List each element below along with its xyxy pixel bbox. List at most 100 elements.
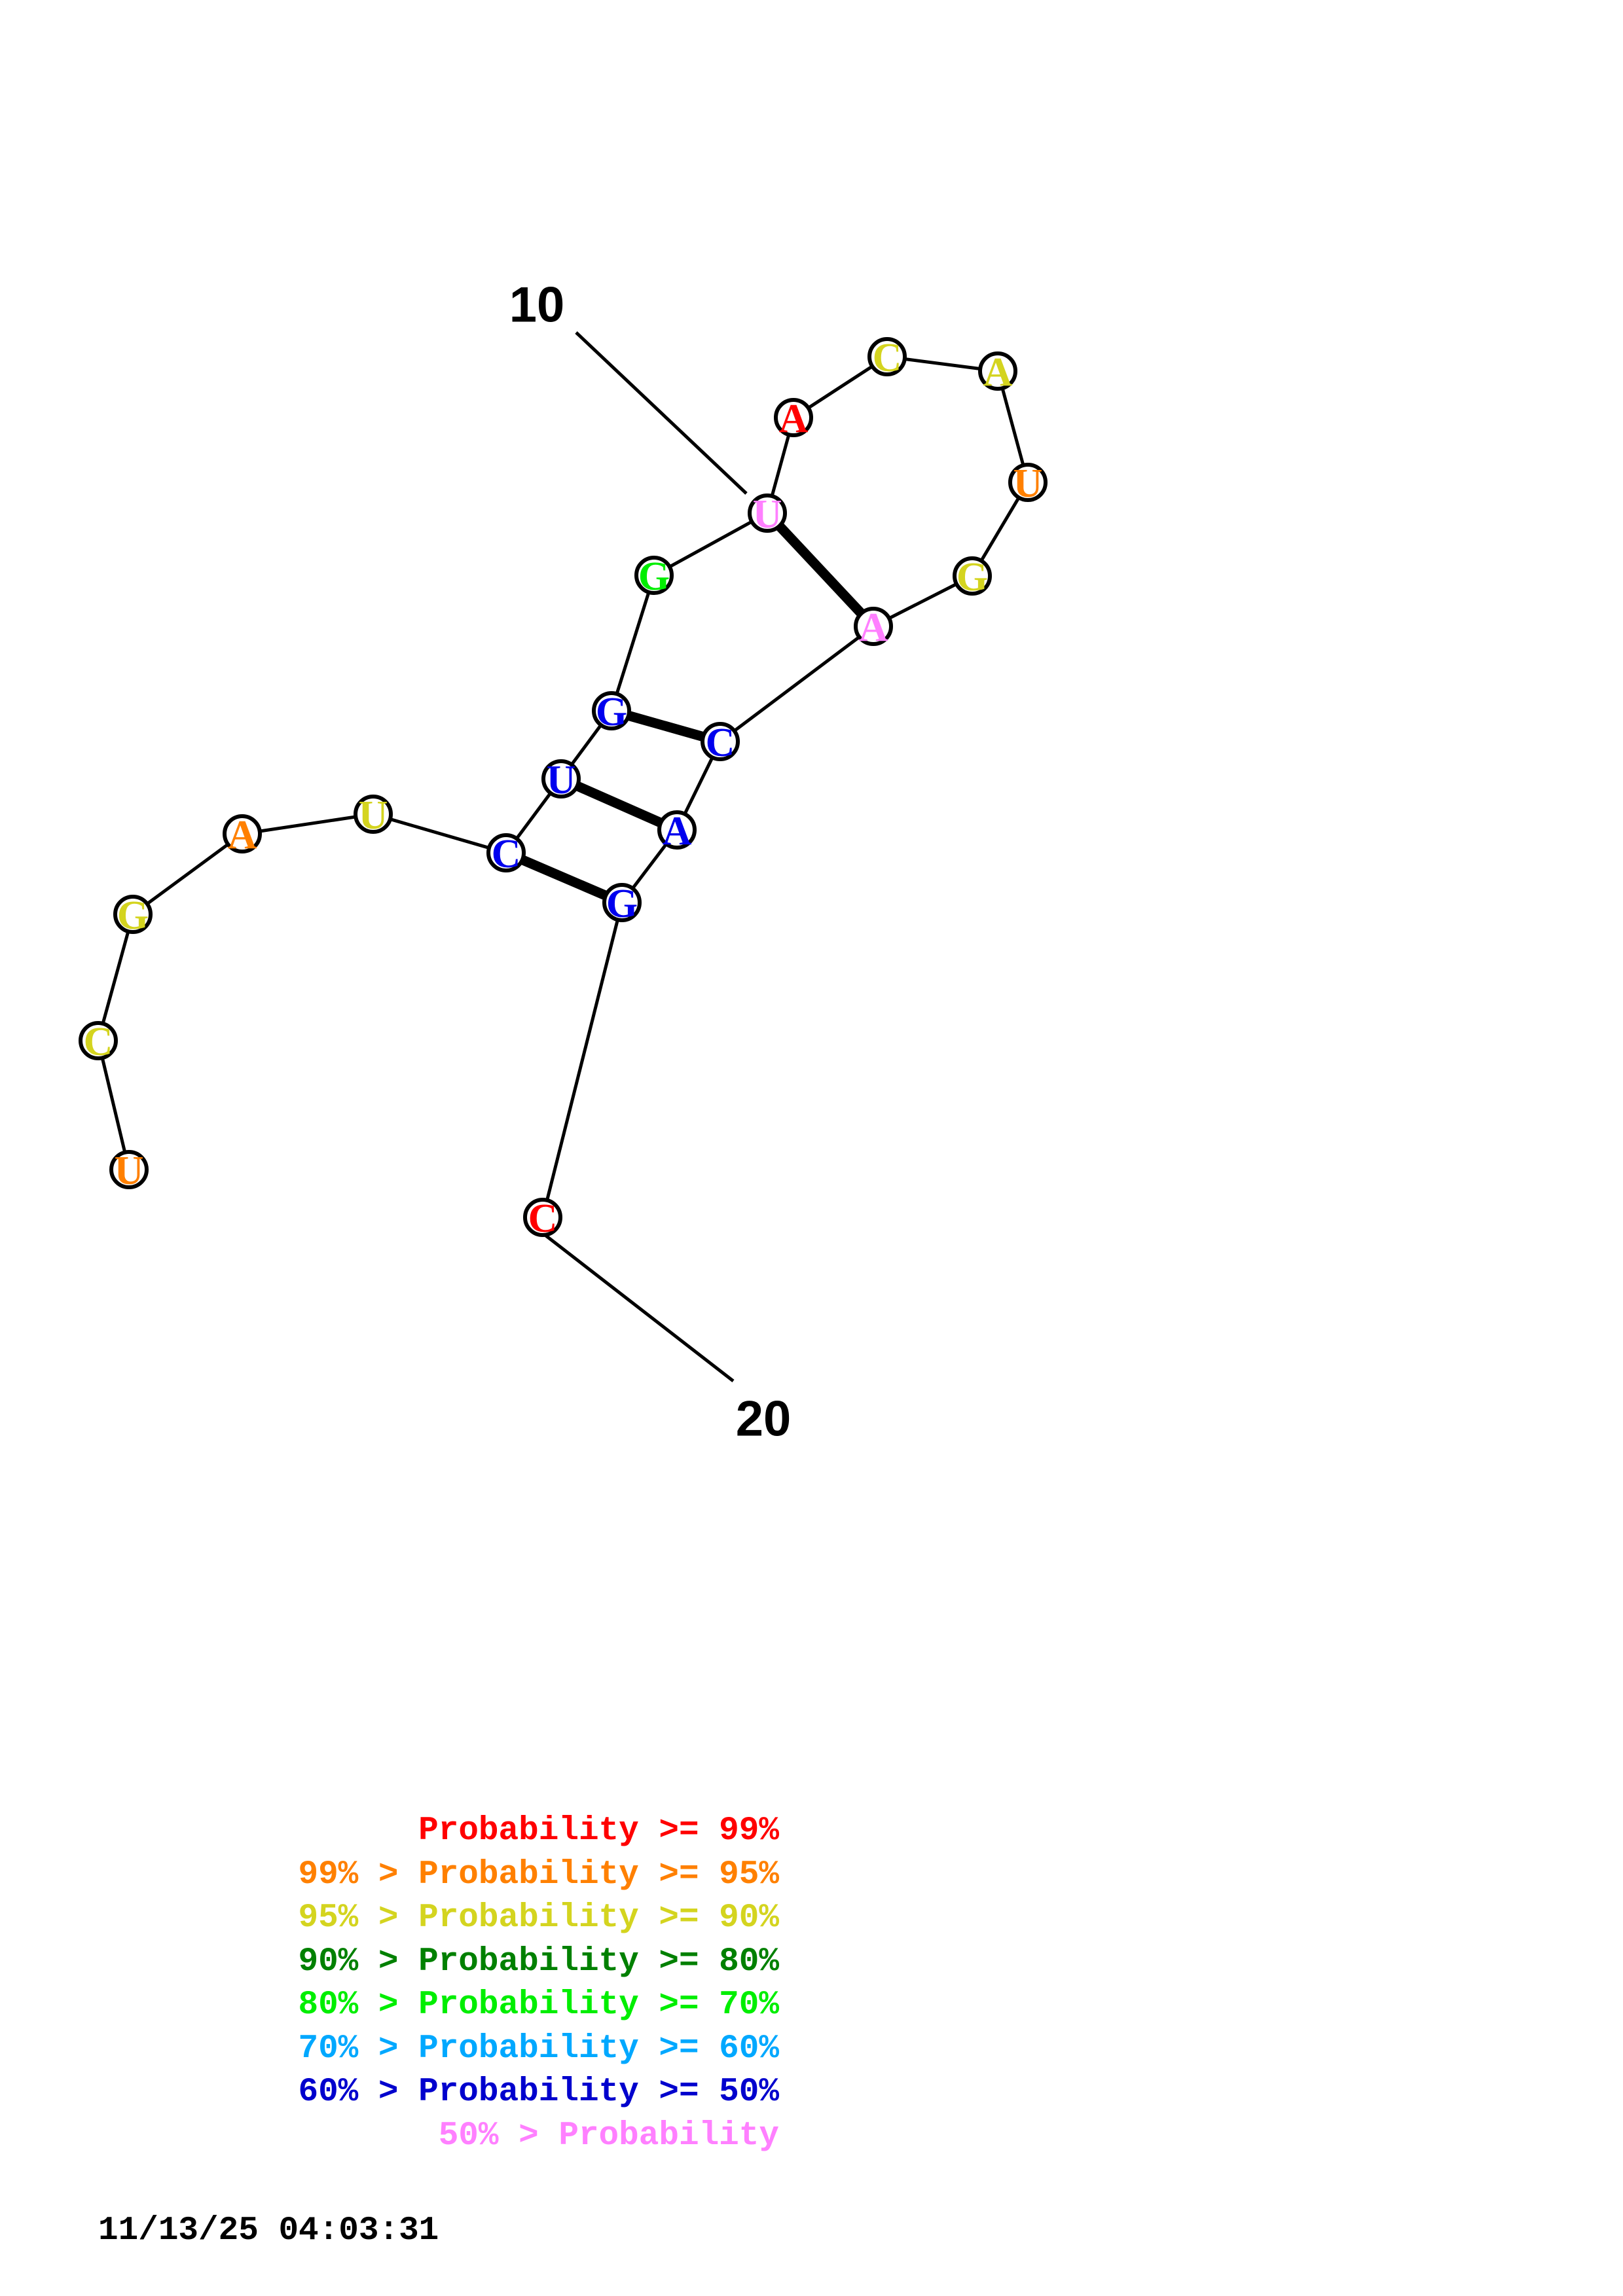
nucleotide-n19[interactable]: G — [602, 882, 642, 926]
legend-row-6: 60% > Probability >= 50% — [298, 2073, 779, 2111]
nucleotide-circle — [354, 795, 393, 834]
nucleotide-letter: G — [596, 690, 627, 734]
nucleotide-letter: C — [873, 336, 902, 380]
nucleotide-letter: G — [957, 555, 988, 600]
nucleotide-letter: C — [492, 832, 521, 876]
nucleotide-n5[interactable]: U — [354, 793, 393, 838]
legend-row-4: 80% > Probability >= 70% — [298, 1986, 779, 2024]
nucleotide-circle — [223, 814, 262, 853]
nucleotide-n10[interactable]: U — [748, 492, 787, 537]
backbone-bond — [808, 365, 873, 409]
nucleotide-n12[interactable]: C — [867, 336, 907, 380]
nucleotide-n8[interactable]: G — [592, 690, 631, 734]
nucleotide-letter: G — [638, 554, 670, 599]
nucleotide-circle — [79, 1021, 118, 1060]
nucleotide-n1[interactable]: U — [109, 1149, 149, 1193]
nucleotide-n13[interactable]: A — [978, 350, 1017, 395]
base-pair-bond — [575, 781, 663, 827]
nucleotide-letter: A — [859, 605, 888, 650]
backbone-bond — [631, 843, 668, 889]
nucleotide-n20[interactable]: C — [523, 1196, 562, 1241]
nucleotide-circle — [486, 833, 526, 872]
backbone-bond — [101, 931, 130, 1024]
sequence-leader-line — [542, 1232, 735, 1382]
probability-legend: Probability >= 99% 99% > Probability >= 9… — [98, 1810, 779, 2158]
nucleotide-circle — [774, 398, 813, 437]
nucleotide-circle — [854, 607, 893, 646]
nucleotide-letter: U — [1013, 461, 1043, 506]
nucleotide-letter: G — [606, 882, 638, 926]
nucleotide-letter: U — [359, 793, 388, 838]
backbone-bond-group — [101, 357, 1025, 1200]
nucleotide-n2[interactable]: C — [79, 1020, 118, 1064]
backbone-bond — [615, 592, 650, 694]
nucleotide-letter: U — [547, 758, 576, 802]
nucleotide-circle — [657, 810, 697, 850]
backbone-bond — [390, 817, 489, 850]
sequence-leader-line — [575, 331, 748, 495]
nucleotide-circle — [113, 895, 153, 934]
backbone-bond — [733, 636, 860, 732]
nucleotide-circle — [867, 337, 907, 376]
nucleotide-letter: C — [528, 1196, 558, 1241]
timestamp-label: 11/13/25 04:03:31 — [98, 2212, 439, 2250]
nucleotide-letter: A — [983, 350, 1013, 395]
backbone-bond — [515, 792, 552, 840]
nucleotide-letter: U — [753, 492, 782, 537]
nucleotide-circle — [748, 493, 787, 533]
nucleotide-n17[interactable]: C — [701, 721, 740, 765]
backbone-bond — [980, 497, 1020, 562]
legend-row-2: 95% > Probability >= 90% — [298, 1899, 779, 1937]
nucleotide-n14[interactable]: U — [1008, 461, 1048, 506]
nucleotide-letter: A — [779, 397, 809, 441]
base-pair-bond — [776, 523, 865, 617]
backbone-bond — [1000, 388, 1025, 465]
nucleotide-circle — [634, 556, 674, 595]
legend-row-3: 90% > Probability >= 80% — [298, 1943, 779, 1981]
nucleotide-circle — [1008, 463, 1048, 502]
sequence-leader-group — [542, 331, 748, 1382]
nucleotide-letter: C — [84, 1020, 113, 1064]
nucleotide-circle — [953, 556, 992, 596]
nucleotide-letter: G — [117, 893, 149, 938]
backbone-bond — [888, 583, 957, 620]
nucleotide-letter: A — [228, 813, 257, 857]
backbone-bond — [260, 815, 356, 833]
sequence-number-label-1: 20 — [736, 1391, 792, 1447]
backbone-bond — [545, 920, 619, 1200]
legend-row-1: 99% > Probability >= 95% — [298, 1856, 779, 1893]
nucleotide-letter: A — [663, 809, 692, 853]
base-pair-group — [520, 523, 865, 900]
backbone-bond — [684, 757, 714, 814]
nucleotide-circle — [541, 759, 581, 798]
base-pair-bond — [627, 711, 704, 742]
nucleotide-n18[interactable]: A — [657, 809, 697, 853]
nucleotide-n9[interactable]: G — [634, 554, 674, 599]
backbone-bond — [905, 357, 980, 370]
backbone-bond — [669, 520, 752, 568]
nucleotide-n7[interactable]: U — [541, 758, 581, 802]
legend-row-7: 50% > Probability — [438, 2117, 779, 2155]
nucleotide-circle — [109, 1150, 149, 1189]
nucleotide-circle — [602, 883, 642, 922]
nucleotide-n4[interactable]: A — [223, 813, 262, 857]
nucleotide-n16[interactable]: A — [854, 605, 893, 650]
nucleotide-circle — [701, 722, 740, 761]
nucleotide-letter: U — [115, 1149, 144, 1193]
nucleotide-n6[interactable]: C — [486, 832, 526, 876]
nucleotide-circle — [978, 351, 1017, 391]
backbone-bond — [101, 1058, 126, 1153]
nucleotide-n3[interactable]: G — [113, 893, 153, 938]
nucleotide-circle — [523, 1198, 562, 1237]
sequence-number-label-0: 10 — [509, 278, 565, 333]
nucleotide-circle — [592, 691, 631, 730]
backbone-bond — [570, 725, 602, 765]
nucleotide-n15[interactable]: G — [953, 555, 992, 600]
nucleotide-letter: C — [706, 721, 735, 765]
backbone-bond — [147, 843, 228, 905]
backbone-bond — [770, 435, 791, 496]
nucleotide-n11[interactable]: A — [774, 397, 813, 441]
legend-row-5: 70% > Probability >= 60% — [298, 2030, 779, 2068]
